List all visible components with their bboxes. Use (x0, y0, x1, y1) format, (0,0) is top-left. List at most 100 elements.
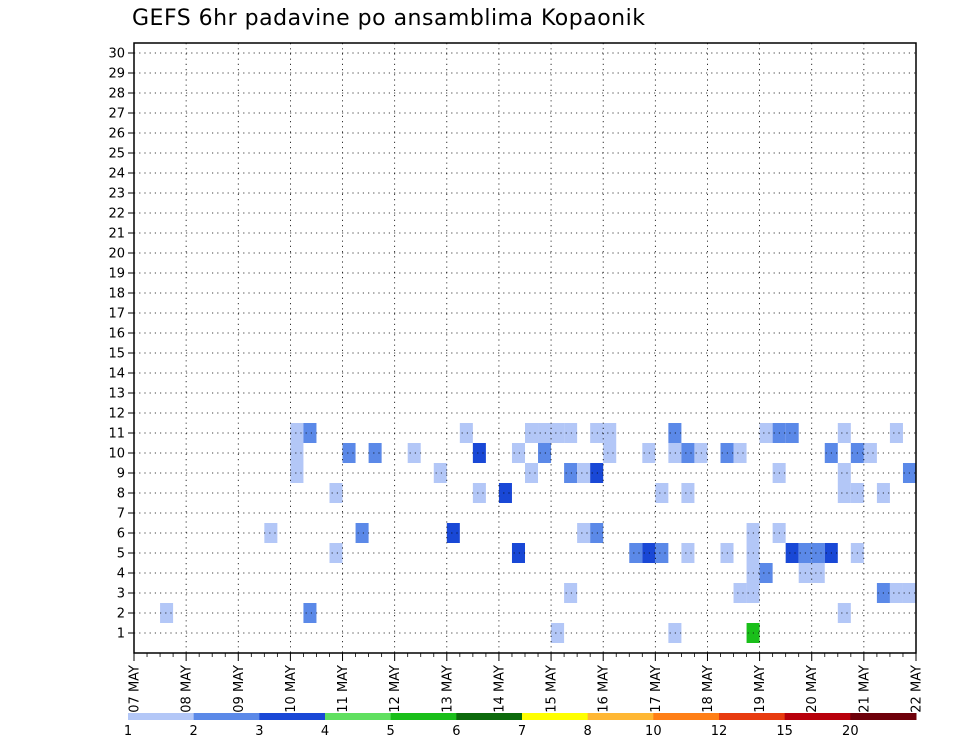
legend-label: 4 (321, 724, 329, 739)
legend-swatch (390, 713, 457, 720)
heatmap-cell (498, 483, 512, 503)
y-tick-label: 29 (108, 67, 125, 82)
x-tick-label: 12 MAY (388, 665, 403, 713)
heatmap-cell (564, 463, 578, 483)
x-tick-label: 13 MAY (440, 665, 455, 713)
legend-swatch (653, 713, 720, 720)
legend-label: 5 (387, 724, 395, 739)
heatmap-cell (590, 423, 604, 443)
legend-label: 1 (124, 724, 132, 739)
legend-swatch (456, 713, 523, 720)
heatmap-cell (811, 563, 825, 583)
heatmap-cell (303, 423, 317, 443)
y-tick-label: 15 (108, 347, 125, 362)
legend-swatch (587, 713, 654, 720)
legend-label: 6 (452, 724, 460, 739)
x-tick-label: 09 MAY (232, 665, 247, 713)
heatmap-cell (538, 423, 552, 443)
heatmap-cell (785, 543, 799, 563)
legend-swatch (719, 713, 786, 720)
heatmap-cell (863, 443, 877, 463)
y-tick-label: 11 (108, 427, 125, 442)
x-tick-label: 11 MAY (336, 665, 351, 713)
heatmap-cell (303, 603, 317, 623)
legend-label: 10 (645, 724, 662, 739)
heatmap-cell (160, 603, 174, 623)
heatmap-cell (837, 463, 851, 483)
heatmap-cell (681, 543, 695, 563)
y-tick-label: 27 (108, 107, 125, 122)
legend-label: 15 (776, 724, 793, 739)
heatmap-cell (655, 483, 669, 503)
dotted-grid (134, 43, 916, 653)
y-tick-label: 18 (108, 287, 125, 302)
heatmap-cell (472, 443, 486, 463)
legend-label: 20 (842, 724, 859, 739)
heatmap-cell (681, 483, 695, 503)
heatmap-cell (446, 523, 460, 543)
heatmap-cell (551, 623, 565, 643)
heatmap-cell (407, 443, 421, 463)
legend-label: 3 (255, 724, 263, 739)
heatmap-cell (564, 583, 578, 603)
heatmap-cell (329, 483, 343, 503)
heatmap-cell (681, 443, 695, 463)
heatmap-cell (290, 463, 304, 483)
heatmap-cell (459, 423, 473, 443)
heatmap-cell (433, 463, 447, 483)
legend-label: 7 (518, 724, 526, 739)
heatmap-cell (551, 423, 565, 443)
heatmap-cell (342, 443, 356, 463)
y-tick-label: 6 (117, 527, 125, 542)
heatmap-cell (655, 543, 669, 563)
y-tick-label: 22 (108, 207, 125, 222)
y-tick-label: 17 (108, 307, 125, 322)
heatmap-cell (368, 443, 382, 463)
heatmap-cell (811, 543, 825, 563)
heatmap-cell (785, 423, 799, 443)
heatmap-cell (837, 483, 851, 503)
legend-label: 2 (190, 724, 198, 739)
heatmap-cell (837, 423, 851, 443)
y-tick-label: 2 (117, 607, 125, 622)
heatmap-cell (629, 543, 643, 563)
y-tick-label: 8 (117, 487, 125, 502)
legend-swatch (850, 713, 917, 720)
heatmap-cell (511, 543, 525, 563)
x-tick-label: 22 MAY (910, 665, 925, 713)
legend-swatch (784, 713, 851, 720)
legend-swatch (128, 713, 195, 720)
heatmap-cell (590, 463, 604, 483)
legend-label: 8 (584, 724, 592, 739)
x-tick-label: 14 MAY (492, 665, 507, 713)
y-tick-label: 16 (108, 327, 125, 342)
y-tick-label: 4 (117, 567, 125, 582)
x-tick-label: 21 MAY (857, 665, 872, 713)
y-tick-label: 5 (117, 547, 125, 562)
heatmap-cell (525, 423, 539, 443)
heatmap-cell (264, 523, 278, 543)
y-axis: 1234567891011121314151617181920212223242… (108, 47, 134, 642)
heatmap-cell (733, 443, 747, 463)
x-axis: 07 MAY 08 MAY 09 MAY 10 MAY 11 MAY 12 MAY 13 M… (128, 653, 925, 713)
x-tick-label: 19 MAY (753, 665, 768, 713)
heatmap-cell (329, 543, 343, 563)
heatmap-cell (603, 423, 617, 443)
legend-swatch (522, 713, 589, 720)
x-tick-label: 16 MAY (597, 665, 612, 713)
x-tick-label: 07 MAY (128, 665, 143, 713)
heatmap-cell (564, 423, 578, 443)
heatmap-cell (577, 463, 591, 483)
heatmap-cell (733, 583, 747, 603)
y-tick-label: 12 (108, 407, 125, 422)
y-tick-label: 20 (108, 247, 125, 262)
heatmap-cell (759, 563, 773, 583)
y-tick-label: 13 (108, 387, 125, 402)
legend-label: 12 (711, 724, 728, 739)
y-tick-label: 24 (108, 167, 125, 182)
heatmap-cell (538, 443, 552, 463)
heatmap-cell (472, 483, 486, 503)
chart-title: GEFS 6hr padavine po ansamblima Kopaonik (132, 6, 646, 31)
heatmap-cell (590, 523, 604, 543)
